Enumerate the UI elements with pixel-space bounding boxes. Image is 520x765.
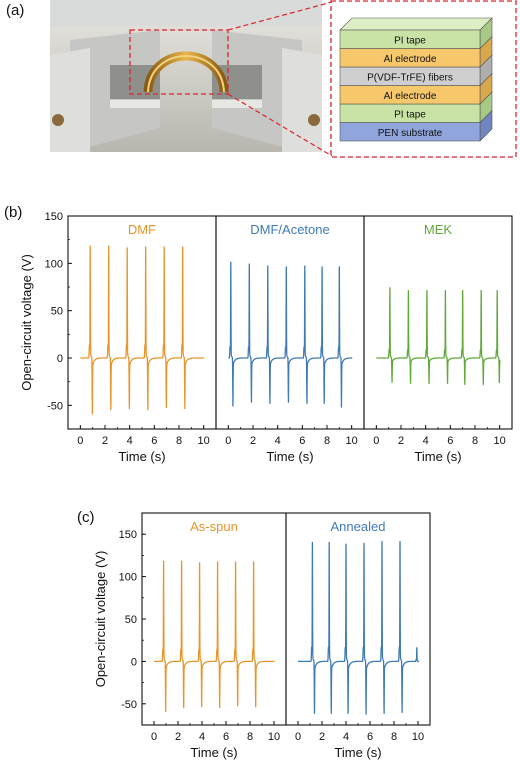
x-tick-label: 6: [223, 731, 229, 743]
stack-layer-label: P(VDF-TrFE) fibers: [367, 72, 453, 83]
x-axis-label: Time (s): [190, 745, 237, 760]
panel-label-b: (b): [4, 204, 23, 221]
stack-layer: Al electrode: [339, 35, 493, 68]
x-tick-label: 8: [472, 435, 478, 447]
x-tick-label: 2: [319, 731, 325, 743]
series-title: Annealed: [331, 519, 386, 534]
y-tick-label: 50: [125, 614, 137, 626]
x-tick-label: 0: [77, 435, 83, 447]
stack-layer: PI tape: [339, 91, 493, 124]
x-tick-label: 0: [151, 731, 157, 743]
series-title: MEK: [424, 222, 453, 237]
x-axis-label: Time (s): [266, 449, 313, 464]
y-tick-label: -50: [47, 400, 63, 412]
x-tick-label: 2: [250, 435, 256, 447]
voltage-trace: [297, 540, 420, 715]
voltage-trace: [153, 560, 276, 713]
x-tick-label: 8: [247, 731, 253, 743]
x-tick-label: 10: [346, 435, 358, 447]
x-tick-label: 10: [268, 731, 280, 743]
x-tick-label: 6: [447, 435, 453, 447]
series-title: As-spun: [190, 519, 238, 534]
voltage-trace: [375, 287, 501, 385]
subplot-frame: [285, 512, 431, 726]
series-title: DMF: [128, 222, 156, 237]
x-tick-label: 2: [102, 435, 108, 447]
x-tick-label: 4: [127, 435, 133, 447]
x-tick-label: 4: [343, 731, 349, 743]
x-tick-label: 4: [275, 435, 281, 447]
x-tick-label: 10: [198, 435, 210, 447]
y-tick-label: 100: [45, 258, 63, 270]
y-axis-label: Open-circuit voltage (V): [19, 254, 34, 391]
stack-layer: PI tape: [339, 17, 493, 50]
x-tick-label: 10: [494, 435, 506, 447]
x-tick-label: 6: [151, 435, 157, 447]
x-axis-label: Time (s): [414, 449, 461, 464]
subplot-frame: [67, 215, 217, 430]
y-tick-label: 50: [51, 306, 63, 318]
x-tick-label: 8: [324, 435, 330, 447]
device-photo: [50, 0, 322, 152]
y-tick-label: 150: [45, 211, 63, 223]
y-axis-label: Open-circuit voltage (V): [93, 551, 108, 688]
x-tick-label: 0: [225, 435, 231, 447]
subplot-frame: [141, 512, 287, 726]
y-tick-label: 150: [119, 529, 137, 541]
zoom-connector: [227, 1, 333, 157]
voltage-trace: [227, 261, 353, 408]
stack-layer-label: PI tape: [394, 109, 426, 120]
x-tick-label: 10: [412, 731, 424, 743]
series-title: DMF/Acetone: [250, 222, 329, 237]
stack-layer-label: PI tape: [394, 35, 426, 46]
subplot-frame: [363, 215, 513, 430]
x-tick-label: 4: [423, 435, 429, 447]
layer-stack-schematic: PEN substrate PI tape Al electrode P(VDF-Tr…: [330, 0, 517, 158]
voltage-trace: [79, 245, 205, 415]
subplot-frame: [215, 215, 365, 430]
x-axis-label: Time (s): [334, 745, 381, 760]
x-tick-label: 0: [373, 435, 379, 447]
x-tick-label: 6: [299, 435, 305, 447]
y-tick-label: 0: [131, 656, 137, 668]
stack-layer-label: Al electrode: [384, 91, 437, 102]
x-tick-label: 8: [391, 731, 397, 743]
y-tick-label: -50: [121, 699, 137, 711]
panel-label-a: (a): [6, 2, 25, 19]
panel-label-c: (c): [77, 509, 95, 526]
stack-layer-label: PEN substrate: [378, 128, 443, 139]
stack-layer: Al electrode: [339, 72, 493, 105]
x-tick-label: 6: [367, 731, 373, 743]
x-axis-label: Time (s): [118, 449, 165, 464]
y-tick-label: 100: [119, 572, 137, 584]
x-tick-label: 8: [176, 435, 182, 447]
stack-layer-label: Al electrode: [384, 54, 437, 65]
x-tick-label: 2: [398, 435, 404, 447]
x-tick-label: 4: [199, 731, 205, 743]
y-tick-label: 0: [57, 353, 63, 365]
x-tick-label: 0: [295, 731, 301, 743]
x-tick-label: 2: [175, 731, 181, 743]
